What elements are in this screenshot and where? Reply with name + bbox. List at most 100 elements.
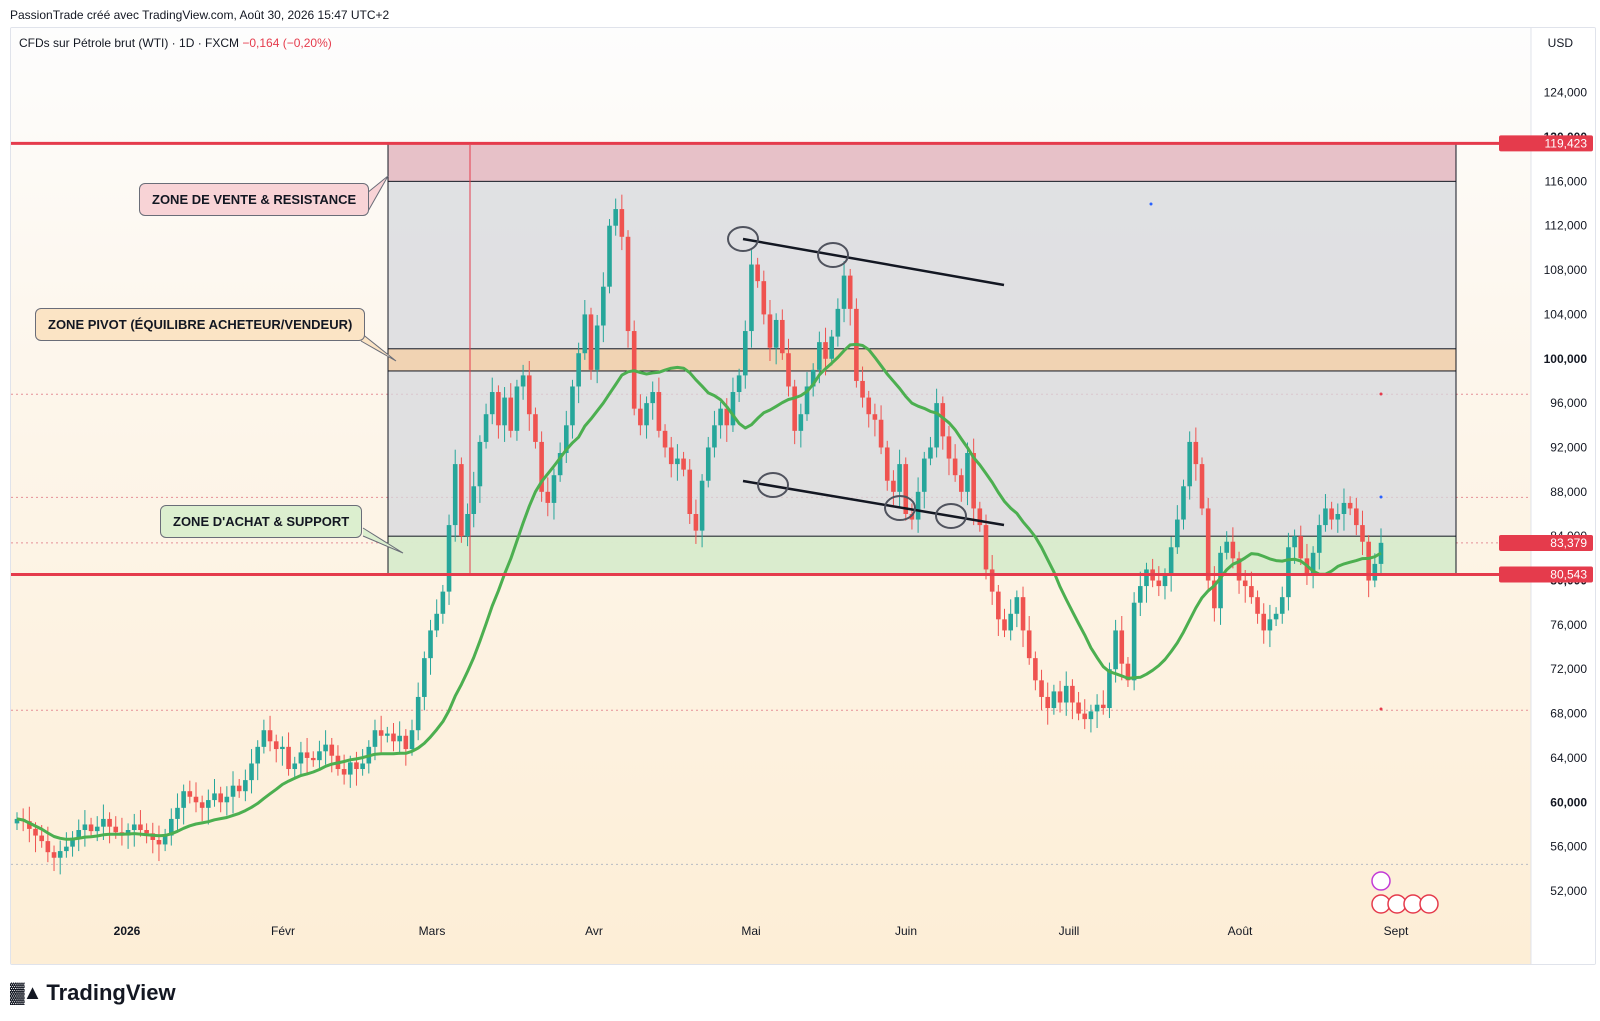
export-caption: PassionTrade créé avec TradingView.com, … xyxy=(10,8,390,22)
candle-body xyxy=(1298,536,1304,559)
tradingview-logo-icon: ▓▲ xyxy=(10,981,42,1004)
sell-label-pointer xyxy=(366,175,389,214)
lightning-icon[interactable] xyxy=(1371,871,1391,891)
price-tick-label: 116,000 xyxy=(1545,174,1588,188)
marker-dot xyxy=(1379,392,1383,396)
moving-average-line xyxy=(16,342,1382,841)
chart-svg[interactable]: 52,000 56,000 60,000 64,000 68,000 72,000 76,0… xyxy=(11,28,1595,964)
candle-body xyxy=(983,525,989,570)
candle-body xyxy=(1181,486,1186,520)
candle-body xyxy=(1236,558,1242,581)
us-flag-event-icon[interactable] xyxy=(1419,894,1439,914)
candle-body xyxy=(1175,519,1180,548)
candle-body xyxy=(576,353,581,387)
candle-body xyxy=(1020,597,1026,631)
candle-body xyxy=(378,730,384,736)
candle-body xyxy=(1033,658,1038,681)
tradingview-brand: ▓▲ TradingView xyxy=(10,980,176,1006)
candle-body xyxy=(224,796,230,803)
swing-circle xyxy=(884,495,916,521)
candle-body xyxy=(261,730,267,747)
candle-body xyxy=(582,314,588,354)
price-tick-label: 88,000 xyxy=(1550,485,1587,499)
time-axis-label: Août xyxy=(1228,924,1253,938)
time-axis-label: Avr xyxy=(585,924,603,938)
candle-body xyxy=(742,331,748,376)
candle-body xyxy=(101,818,106,827)
candle-body xyxy=(218,793,223,803)
candle-body xyxy=(415,696,421,731)
upper-trendline xyxy=(742,237,1005,287)
sell-zone-label[interactable]: ZONE DE VENTE & RESISTANCE xyxy=(139,183,370,216)
brand-name: TradingView xyxy=(46,980,176,1005)
candle-body xyxy=(391,733,396,742)
price-change: −0,164 (−0,20%) xyxy=(242,36,332,50)
pivot-zone-label[interactable]: ZONE PIVOT (ÉQUILIBRE ACHETEUR/VENDEUR) xyxy=(35,308,366,341)
candle-body xyxy=(206,800,211,808)
candle-body xyxy=(181,791,186,808)
candle-body xyxy=(156,839,162,845)
candle-body xyxy=(323,744,328,752)
price-label-text: 80,543 xyxy=(1550,568,1587,582)
buy-zone-label[interactable]: ZONE D'ACHAT & SUPPORT xyxy=(160,505,363,538)
candle-body xyxy=(1082,713,1088,720)
candle-body xyxy=(1039,680,1044,697)
candle-body xyxy=(88,824,94,832)
candle-body xyxy=(1224,541,1230,553)
candle-body xyxy=(70,837,75,847)
pivot-zone xyxy=(387,348,1457,372)
price-tick-label: 60,000 xyxy=(1550,795,1587,809)
candle-body xyxy=(705,447,711,481)
price-tick-label: 124,000 xyxy=(1544,86,1588,100)
candle-body xyxy=(847,275,853,309)
price-tick-label: 52,000 xyxy=(1550,884,1587,898)
candle-body xyxy=(372,730,378,747)
marker-dot xyxy=(1379,495,1383,499)
candle-body xyxy=(1255,597,1260,614)
candle-body xyxy=(94,826,100,832)
candle-body xyxy=(866,397,872,415)
candle-body xyxy=(310,757,316,761)
candle-body xyxy=(459,464,464,537)
candle-body xyxy=(1366,541,1371,581)
candle-body xyxy=(551,475,557,503)
candle-body xyxy=(502,397,507,426)
candle-body xyxy=(1193,441,1199,465)
candle-body xyxy=(385,733,390,736)
candle-body xyxy=(730,392,736,426)
currency-label[interactable]: USD xyxy=(1547,36,1573,50)
candle-body xyxy=(557,453,563,476)
candle-body xyxy=(619,209,625,237)
candle-body xyxy=(594,325,600,370)
candle-body xyxy=(773,319,779,348)
time-axis-label: 2026 xyxy=(114,924,141,938)
candle-body xyxy=(1014,597,1020,614)
candle-body xyxy=(286,746,291,770)
candle-body xyxy=(1113,630,1118,670)
candle-body xyxy=(1063,685,1069,703)
swing-circle xyxy=(817,242,849,268)
price-axis[interactable] xyxy=(1531,28,1595,964)
price-tick-label: 92,000 xyxy=(1550,440,1587,454)
candle-body xyxy=(835,308,841,337)
symbol-header[interactable]: CFDs sur Pétrole brut (WTI) · 1D · FXCM … xyxy=(19,36,332,50)
candle-body xyxy=(1267,619,1273,631)
candle-body xyxy=(1323,508,1328,526)
candle-body xyxy=(823,342,828,359)
candle-body xyxy=(428,630,433,659)
candle-body xyxy=(1372,563,1378,581)
candle-body xyxy=(804,386,810,415)
candle-body xyxy=(1335,514,1341,520)
candle-body xyxy=(564,425,569,454)
price-tick-label: 96,000 xyxy=(1550,396,1587,410)
candle-body xyxy=(897,464,902,492)
price-tick-label: 56,000 xyxy=(1550,840,1587,854)
price-label-text: 119,423 xyxy=(1545,136,1588,150)
candle-body xyxy=(798,414,804,431)
candle-body xyxy=(298,752,304,764)
candle-body xyxy=(1249,586,1254,598)
candle-body xyxy=(51,852,57,858)
candle-body xyxy=(545,491,551,503)
candle-body xyxy=(82,824,88,831)
candle-body xyxy=(989,569,995,592)
